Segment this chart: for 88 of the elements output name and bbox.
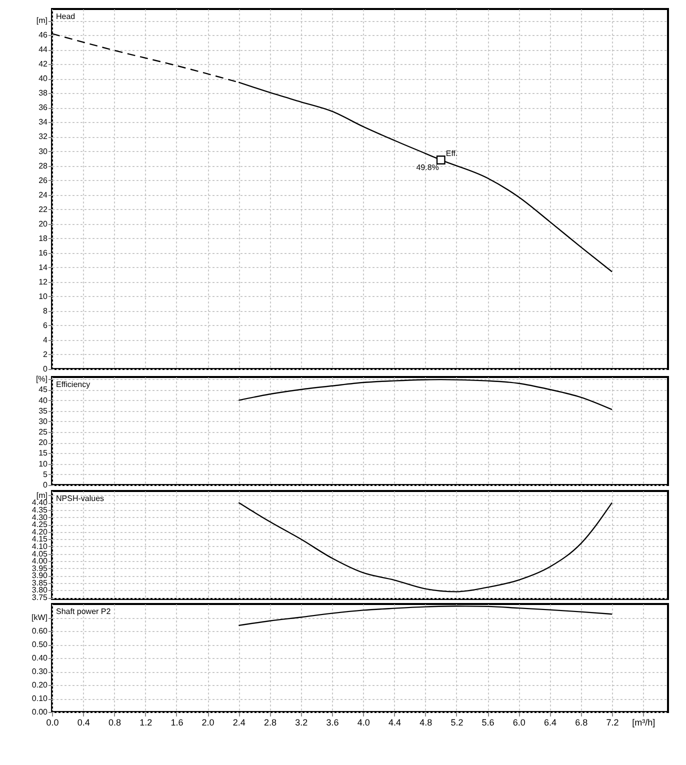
x-tick-label: 2.0	[202, 718, 214, 728]
x-tick-label: 4.4	[388, 718, 401, 728]
y-tick-label: [kW]	[32, 613, 48, 622]
y-tick-label: 28	[38, 161, 48, 170]
y-tick-label: 4.10	[32, 542, 48, 551]
y-tick-label: 20	[38, 438, 48, 448]
y-tick-label: 15	[38, 448, 48, 458]
y-tick-label: 30	[38, 146, 48, 156]
y-tick-label: 2	[43, 350, 48, 359]
y-tick-label: 34	[38, 118, 48, 127]
y-tick-label: 5	[43, 470, 48, 479]
y-tick-label: 0.60	[32, 626, 48, 636]
y-tick-label: [m]	[36, 16, 48, 26]
chart-title: Efficiency	[56, 380, 90, 389]
x-tick-label: 6.4	[544, 718, 557, 728]
y-tick-label: 26	[38, 176, 48, 185]
y-tick-label: 0.10	[32, 694, 48, 703]
x-tick-label: 7.2	[606, 718, 619, 728]
y-tick-label: 16	[38, 248, 48, 258]
y-tick-label: 14	[38, 262, 48, 272]
x-tick-label: [m³/h]	[632, 718, 656, 728]
y-tick-label: 46	[38, 30, 48, 40]
y-tick-label: 4.20	[32, 527, 48, 536]
x-tick-label: 1.2	[140, 718, 152, 728]
y-tick-label: 6	[43, 320, 48, 330]
y-tick-label: 40	[38, 74, 48, 84]
y-tick-label: 0.30	[32, 667, 48, 676]
y-tick-label: 0	[43, 480, 48, 490]
x-tick-label: 5.6	[482, 718, 494, 728]
y-tick-label: 40	[38, 396, 48, 405]
y-tick-label: 4.25	[32, 520, 48, 530]
y-tick-label: 20	[38, 219, 48, 228]
y-tick-label: 42	[38, 60, 48, 69]
y-tick-label: 30	[38, 416, 48, 426]
y-tick-label: 35	[38, 406, 48, 416]
annotation: 49.8%	[416, 162, 439, 172]
y-tick-label: [m]	[36, 490, 48, 500]
y-tick-label: 3.80	[32, 586, 48, 595]
y-tick-label: 4.00	[32, 556, 48, 566]
chart-title: NPSH-values	[56, 494, 104, 503]
y-tick-label: 24	[38, 190, 48, 200]
x-tick-label: 4.8	[420, 718, 432, 728]
y-tick-label: 36	[38, 103, 48, 112]
x-tick-label: 0.0	[46, 718, 59, 728]
chart-title: Shaft power P2	[56, 607, 112, 616]
y-tick-label: 3.90	[32, 571, 48, 580]
y-tick-label: 3.85	[32, 578, 48, 588]
y-tick-label: 0	[43, 364, 48, 374]
y-tick-label: 0.40	[32, 654, 48, 662]
x-tick-label: 6.8	[575, 718, 588, 728]
y-tick-label: 38	[38, 88, 48, 98]
y-tick-label: 4.35	[32, 505, 48, 514]
x-tick-label: 3.2	[295, 718, 308, 728]
x-tick-label: 4.0	[357, 718, 370, 728]
y-tick-label: 3.75	[32, 593, 48, 602]
y-tick-label: 4.15	[32, 534, 48, 544]
y-tick-label: 10	[38, 292, 48, 301]
x-tick-label: 2.4	[232, 718, 246, 728]
y-tick-label: 4.05	[32, 549, 48, 558]
y-tick-label: 10	[38, 459, 48, 468]
annotation: Eff.	[446, 148, 458, 158]
y-tick-label: 0.20	[32, 680, 48, 690]
y-tick-label: 22	[38, 204, 48, 214]
y-tick-label: 18	[38, 234, 48, 243]
x-tick-label: 1.6	[170, 718, 184, 728]
y-tick-label: 4.40	[32, 498, 48, 508]
y-tick-label: 8	[43, 306, 48, 316]
x-tick-label: 0.8	[108, 718, 121, 728]
line-series	[238, 378, 613, 410]
x-tick-label: 5.2	[450, 718, 464, 728]
x-tick-label: 0.4	[77, 718, 90, 728]
y-tick-label: 4.30	[32, 512, 48, 522]
y-tick-label: 44	[38, 45, 48, 54]
chart-title: Head	[56, 12, 76, 21]
y-tick-label: 25	[38, 428, 48, 437]
line-series	[238, 606, 613, 626]
y-tick-label: 4	[43, 335, 48, 344]
y-tick-label: 0.50	[32, 640, 48, 649]
y-tick-label: [%]	[36, 374, 48, 384]
y-tick-label: 0.00	[32, 708, 48, 716]
x-tick-label: 6.0	[512, 718, 526, 728]
line-series	[238, 502, 613, 592]
y-tick-label: 45	[38, 385, 48, 394]
x-tick-label: 2.8	[264, 718, 277, 728]
y-tick-label: 32	[38, 132, 48, 142]
y-tick-label: 3.95	[32, 564, 48, 573]
x-tick-label: 3.6	[326, 718, 339, 728]
y-tick-label: 12	[38, 277, 48, 286]
